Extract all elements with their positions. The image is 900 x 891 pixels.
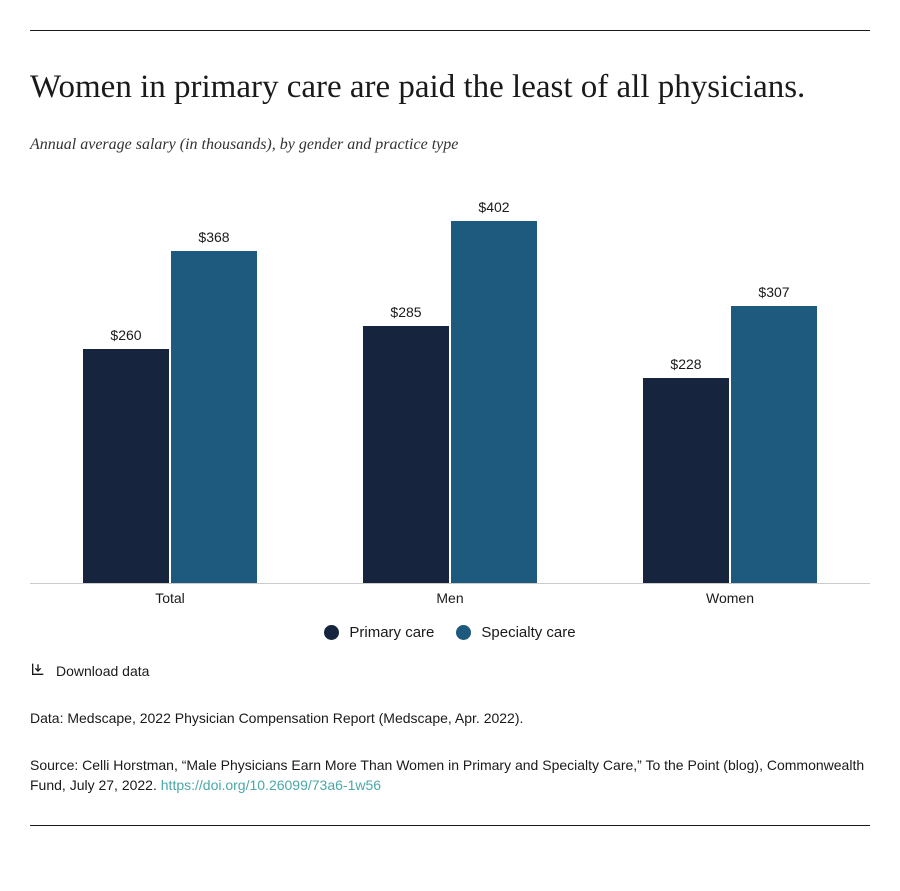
top-rule [30, 30, 870, 31]
legend-label: Specialty care [481, 624, 575, 641]
legend-swatch [456, 625, 471, 640]
chart-title: Women in primary care are paid the least… [30, 67, 870, 108]
bar-group: $260$368 [30, 204, 310, 583]
bar-chart: $260$368$285$402$228$307 [30, 204, 870, 584]
bar: $307 [731, 306, 817, 583]
chart-subtitle: Annual average salary (in thousands), by… [30, 136, 870, 154]
x-axis-label: Men [310, 590, 590, 606]
data-note: Data: Medscape, 2022 Physician Compensat… [30, 708, 870, 728]
bar-value-label: $228 [643, 356, 729, 372]
bar: $228 [643, 378, 729, 584]
bar-value-label: $307 [731, 284, 817, 300]
bottom-rule [30, 825, 870, 826]
legend-item: Primary care [324, 624, 434, 641]
x-axis-label: Women [590, 590, 870, 606]
legend: Primary care Specialty care [30, 624, 870, 641]
bar: $368 [171, 251, 257, 583]
bar-group: $285$402 [310, 204, 590, 583]
bar: $285 [363, 326, 449, 583]
legend-label: Primary care [349, 624, 434, 641]
bar-value-label: $402 [451, 199, 537, 215]
download-label: Download data [56, 663, 149, 679]
legend-swatch [324, 625, 339, 640]
bar-value-label: $285 [363, 304, 449, 320]
legend-item: Specialty care [456, 624, 575, 641]
x-axis-label: Total [30, 590, 310, 606]
bar: $402 [451, 221, 537, 584]
bar: $260 [83, 349, 169, 584]
source-link[interactable]: https://doi.org/10.26099/73a6-1w56 [161, 777, 381, 793]
bar-value-label: $260 [83, 327, 169, 343]
bar-group: $228$307 [590, 204, 870, 583]
download-icon [30, 661, 46, 680]
bar-value-label: $368 [171, 229, 257, 245]
source-note: Source: Celli Horstman, “Male Physicians… [30, 755, 870, 796]
source-text: Source: Celli Horstman, “Male Physicians… [30, 757, 864, 793]
download-data-button[interactable]: Download data [30, 661, 870, 680]
x-axis: TotalMenWomen [30, 590, 870, 606]
